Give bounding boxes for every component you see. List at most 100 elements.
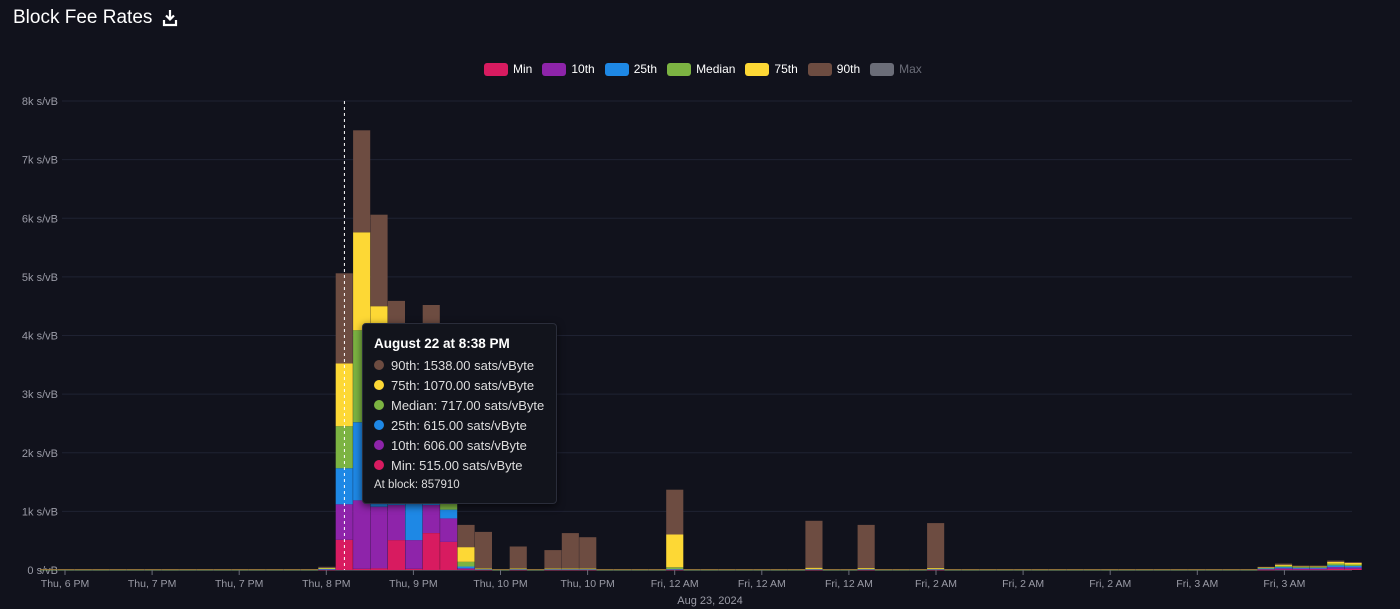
bar-segment-75th <box>822 569 840 571</box>
bar-segment-75th <box>961 569 979 571</box>
x-tick-label: Fri, 12 AM <box>651 578 699 590</box>
x-tick-label: Thu, 6 PM <box>41 578 89 590</box>
legend-item-max[interactable]: Max <box>870 62 922 76</box>
legend-label: 10th <box>571 62 595 76</box>
bar-segment-10th <box>579 569 597 570</box>
bar-segment-10th <box>561 569 579 570</box>
legend-item-min[interactable]: Min <box>484 62 532 76</box>
legend-item-75th[interactable]: 75th <box>745 62 798 76</box>
bar-segment-75th <box>753 569 771 571</box>
bar-segment-75th <box>179 569 197 571</box>
y-tick-label: 0 s/vB <box>27 565 58 577</box>
bar-segment-10th <box>440 518 458 542</box>
bar-segment-75th <box>1048 569 1066 571</box>
bar-segment-min <box>353 568 371 570</box>
x-tick-label: Thu, 7 PM <box>215 578 263 590</box>
bar-segment-75th <box>979 569 997 571</box>
bar-segment-median <box>1292 566 1310 568</box>
bar-segment-min <box>1292 569 1310 570</box>
bar-segment-75th <box>1257 567 1275 568</box>
bar-segment-min <box>457 569 475 570</box>
bar-segment-median <box>335 426 353 469</box>
bar-segment-75th <box>161 569 179 571</box>
bar-segment-90th <box>1083 569 1101 570</box>
bar-segment-75th <box>318 567 336 569</box>
bar-segment-10th <box>387 504 405 541</box>
legend-item-10th[interactable]: 10th <box>542 62 595 76</box>
y-tick-label: 6k s/vB <box>22 213 58 225</box>
y-tick-label: 8k s/vB <box>22 96 58 108</box>
bar-segment-90th <box>840 569 858 570</box>
bar-segment-75th <box>196 569 214 571</box>
bar-segment-90th <box>1118 569 1136 570</box>
bar-segment-75th <box>127 569 145 571</box>
bar-segment-min <box>370 568 388 570</box>
bar-segment-90th <box>213 569 231 570</box>
bar-segment-median <box>474 568 492 570</box>
bar-segment-25th <box>1309 567 1327 569</box>
bar-segment-90th <box>300 569 318 570</box>
page-title: Block Fee Rates <box>13 7 153 28</box>
bar-segment-25th <box>1344 565 1362 568</box>
x-tick-label: Fri, 2 AM <box>1002 578 1044 590</box>
bar-segment-90th <box>544 550 562 569</box>
bar-segment-25th <box>405 500 423 541</box>
bar-segment-90th <box>318 566 336 568</box>
bar-segment-75th <box>614 569 632 571</box>
bar-segment-median <box>1275 565 1293 568</box>
bar-segment-90th <box>196 569 214 570</box>
series-dot-icon <box>374 400 384 410</box>
bar-segment-10th <box>370 506 388 569</box>
bar-segment-25th <box>457 566 475 569</box>
series-dot-icon <box>374 440 384 450</box>
bar-segment-75th <box>1101 569 1119 571</box>
bar-segment-median <box>1344 564 1362 566</box>
bar-segment-90th <box>1170 569 1188 570</box>
bar-segment-90th <box>961 569 979 570</box>
y-tick-label: 7k s/vB <box>22 155 58 167</box>
download-icon[interactable] <box>162 9 178 27</box>
series-dot-icon <box>374 420 384 430</box>
legend-item-median[interactable]: Median <box>667 62 735 76</box>
bar-segment-90th <box>788 569 806 570</box>
bar-segment-min <box>387 540 405 570</box>
bar-segment-90th <box>1257 566 1275 568</box>
bar-segment-90th <box>596 569 614 570</box>
bar-segment-75th <box>248 569 266 571</box>
bar-segment-75th <box>300 569 318 571</box>
legend-label: 90th <box>836 62 861 76</box>
bar-segment-75th <box>266 569 284 571</box>
legend-swatch <box>542 62 567 76</box>
x-tick-label: Thu, 8 PM <box>302 578 350 590</box>
series-dot-icon <box>374 380 384 390</box>
legend-swatch <box>484 62 508 76</box>
bar-segment-75th <box>1153 569 1171 571</box>
bar-segment-75th <box>840 569 858 571</box>
x-tick-label: Thu, 10 PM <box>473 578 527 590</box>
y-tick-label: 1k s/vB <box>22 506 58 518</box>
tooltip-title: August 22 at 8:38 PM <box>374 336 510 351</box>
tooltip-row: 75th: 1070.00 sats/vByte <box>374 375 556 395</box>
legend-label: 25th <box>633 62 658 76</box>
bar-segment-75th <box>1170 569 1188 571</box>
legend-item-25th[interactable]: 25th <box>604 62 658 76</box>
bar-segment-min <box>335 539 353 570</box>
bar-segment-75th <box>509 568 527 569</box>
bar-segment-75th <box>718 569 736 571</box>
bar-segment-median <box>1327 563 1345 566</box>
x-tick-label: Fri, 2 AM <box>1089 578 1131 590</box>
bar-segment-min <box>440 541 458 570</box>
bar-segment-90th <box>1101 569 1119 570</box>
bar-segment-90th <box>1275 563 1293 565</box>
tooltip-value: Median: 717.00 sats/vByte <box>391 397 545 413</box>
bar-segment-10th <box>318 569 336 570</box>
bar-segment-25th <box>1327 565 1345 568</box>
bar-segment-75th <box>1205 569 1223 571</box>
bar-segment-25th <box>440 509 458 519</box>
bar-segment-75th <box>457 547 475 562</box>
bar-segment-10th <box>666 569 684 570</box>
tooltip-row: Median: 717.00 sats/vByte <box>374 395 556 415</box>
legend-item-90th[interactable]: 90th <box>807 62 861 76</box>
bar-segment-10th <box>1327 567 1345 569</box>
bar-segment-75th <box>648 569 666 571</box>
